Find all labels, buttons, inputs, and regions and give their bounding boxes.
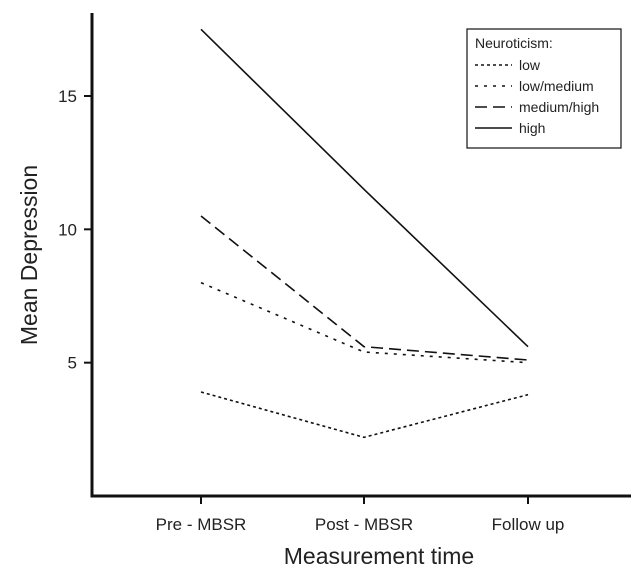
y-axis-title: Mean Depression [16, 165, 42, 345]
series-line-low-medium [200, 281, 529, 364]
legend-title: Neuroticism: [475, 35, 553, 51]
legend: Neuroticism: low low/medium medium/high hig… [466, 28, 622, 149]
y-tick-label: 15 [58, 87, 77, 106]
legend-items: low low/medium medium/high high [475, 57, 599, 136]
x-tick-label: Pre - MBSR [156, 515, 247, 534]
legend-label-low: low [519, 57, 541, 73]
x-tick-label: Post - MBSR [315, 515, 413, 534]
legend-label-high: high [519, 120, 545, 136]
series-line-high [200, 28, 529, 348]
y-tick-label: 10 [58, 220, 77, 239]
x-axis-title: Measurement time [284, 543, 474, 569]
legend-label-low-medium: low/medium [519, 78, 594, 94]
series-layer [200, 28, 529, 439]
legend-label-medium-high: medium/high [519, 99, 599, 115]
y-ticks: 5 10 15 [58, 87, 92, 373]
axes [90, 13, 631, 498]
x-ticks: Pre - MBSR Post - MBSR Follow up [156, 496, 565, 534]
x-tick-label: Follow up [492, 515, 565, 534]
y-tick-label: 5 [68, 354, 77, 373]
series-line-medium-high [200, 215, 529, 361]
series-line-low [200, 391, 529, 439]
